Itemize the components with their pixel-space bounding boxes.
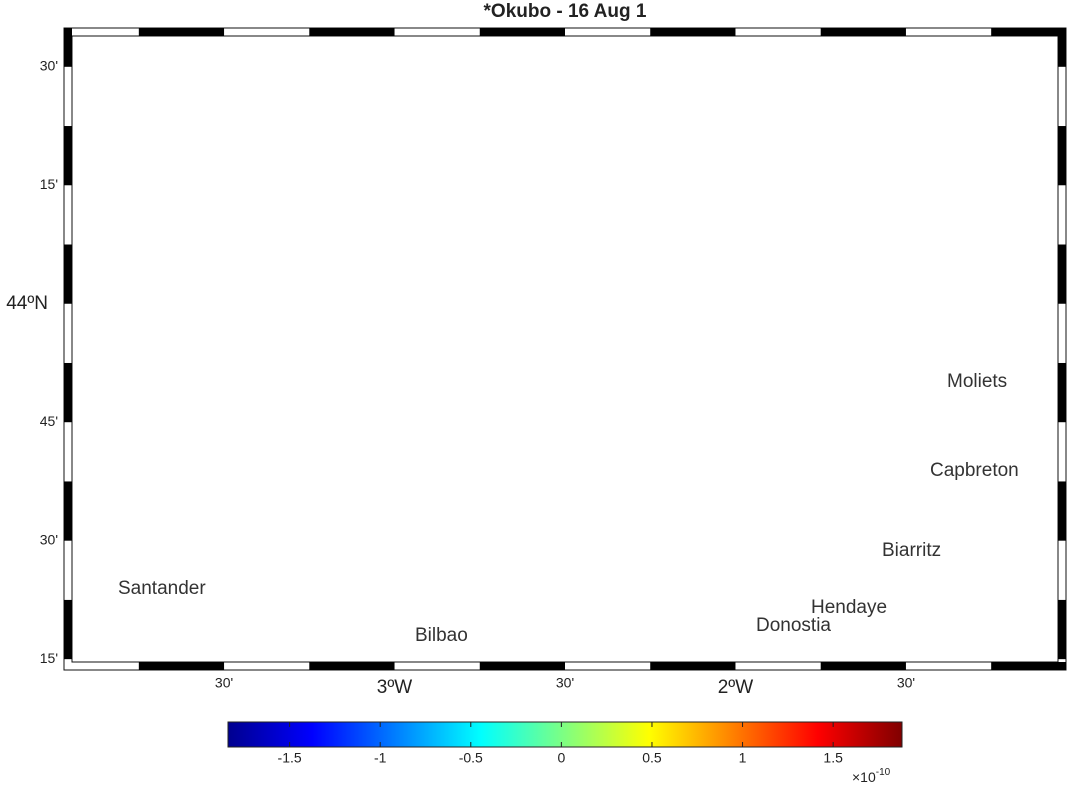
frame-segment: [820, 662, 906, 670]
y-tick-label: 15': [40, 650, 58, 666]
frame-segment: [309, 28, 395, 36]
frame-segment: [1058, 244, 1066, 304]
x-tick-label: 3ºW: [377, 677, 413, 698]
frame-segment: [1058, 481, 1066, 541]
place-label: Donostia: [756, 615, 831, 636]
x-tick-label: 30': [215, 675, 233, 691]
x-tick-label: 30': [556, 675, 574, 691]
grid: 30' 3ºW 30' 2ºW 30' 30' 15' 44ºN 45' 30' 15': [6, 58, 915, 699]
colorbar-ticks: -1.5 -1 -0.5 0 0.5 1 1.5: [278, 722, 843, 766]
colorbar-tick-label: -1: [374, 750, 387, 766]
y-tick-label: 45': [40, 413, 58, 429]
frame-segment: [309, 662, 395, 670]
place-label: Hendaye: [811, 597, 887, 618]
frame-segment: [64, 244, 72, 304]
y-tick-label: 30': [40, 531, 58, 547]
frame-segment: [991, 662, 1066, 670]
frame-segment: [479, 662, 565, 670]
frame-segment: [64, 28, 72, 67]
y-tick-label: 44ºN: [6, 293, 48, 314]
frame-border: [63, 27, 1067, 671]
frame-segment: [138, 28, 225, 36]
place-label: Santander: [118, 578, 206, 599]
y-tick-label: 15': [40, 176, 58, 192]
frame-segment: [64, 481, 72, 541]
colorbar: [227, 721, 903, 748]
x-tick-label: 2ºW: [718, 677, 754, 698]
frame-segment: [64, 126, 72, 186]
frame-segment: [1058, 28, 1066, 67]
colorbar-tick-label: 0: [557, 750, 565, 766]
exponent-power: -10: [876, 767, 891, 778]
colorbar-tick-label: 1.5: [823, 750, 843, 766]
frame-segment: [820, 28, 906, 36]
colorbar-exponent: ×10-10: [852, 767, 891, 785]
frame-segment: [138, 662, 225, 670]
frame-segment: [991, 28, 1066, 36]
place-label: Capbreton: [930, 460, 1019, 481]
map-title: *Okubo - 16 Aug 1: [484, 1, 647, 22]
frame-segment: [479, 28, 565, 36]
frame-segment: [1058, 362, 1066, 423]
frame-segment: [650, 662, 736, 670]
exponent-base: ×10: [852, 769, 876, 785]
frame-segment: [650, 28, 736, 36]
colorbar-tick-label: 0.5: [642, 750, 662, 766]
frame-segment: [1058, 126, 1066, 186]
frame-segment: [64, 599, 72, 660]
colorbar-tick-label: -1.5: [278, 750, 302, 766]
colorbar-tick-label: -0.5: [459, 750, 483, 766]
frame-segment: [1058, 599, 1066, 660]
colorbar-tick-label: 1: [739, 750, 747, 766]
frame-segment: [64, 362, 72, 423]
frame: [63, 27, 1067, 671]
place-label: Biarritz: [882, 540, 941, 561]
x-tick-label: 30': [897, 675, 915, 691]
place-label: Bilbao: [415, 625, 468, 646]
y-tick-label: 30': [40, 58, 58, 74]
place-label: Moliets: [947, 371, 1007, 392]
